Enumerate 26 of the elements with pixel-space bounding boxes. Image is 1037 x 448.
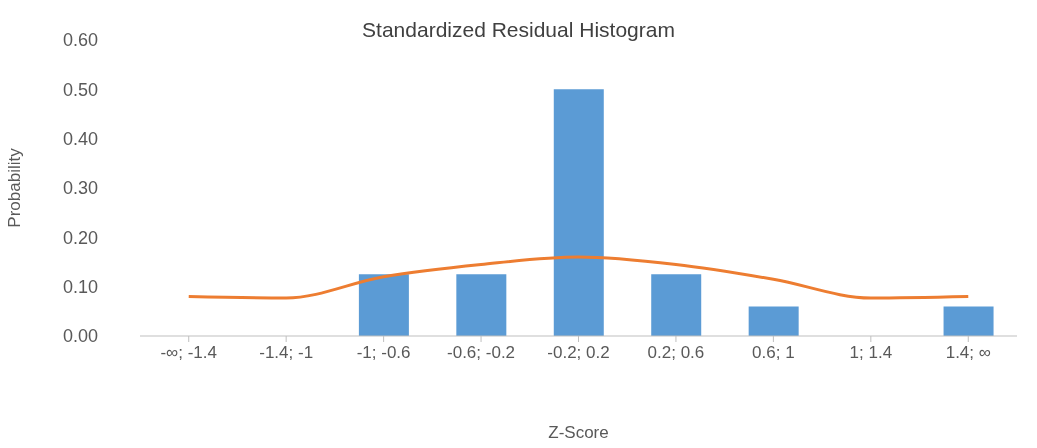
x-tick-label: -∞; -1.4 bbox=[160, 343, 217, 362]
bar bbox=[651, 274, 702, 336]
bar bbox=[943, 306, 994, 336]
x-tick-label: -0.6; -0.2 bbox=[447, 343, 516, 362]
bar bbox=[553, 89, 604, 336]
y-tick-label: 0.50 bbox=[62, 79, 98, 100]
y-tick-label: 0.20 bbox=[62, 227, 98, 248]
y-tick-label: 0.40 bbox=[62, 129, 98, 150]
x-tick-label: 0.6; 1 bbox=[752, 343, 795, 362]
x-tick-label: 1; 1.4 bbox=[849, 343, 893, 362]
y-tick-label: 0.30 bbox=[62, 178, 98, 199]
x-tick-label: 1.4; ∞ bbox=[945, 343, 991, 362]
x-tick-label: -1; -0.6 bbox=[356, 343, 411, 362]
bar bbox=[748, 306, 799, 336]
x-tick-label: -0.2; 0.2 bbox=[547, 343, 610, 362]
bar bbox=[456, 274, 507, 336]
x-tick-label: 0.2; 0.6 bbox=[647, 343, 705, 362]
chart-title: Standardized Residual Histogram bbox=[362, 18, 675, 41]
y-tick-label: 0.00 bbox=[62, 326, 98, 347]
x-tick-label: -1.4; -1 bbox=[259, 343, 314, 362]
line-series bbox=[187, 255, 970, 300]
y-tick-label: 0.60 bbox=[62, 30, 98, 51]
x-axis-title: Z-Score bbox=[548, 423, 609, 442]
y-axis-title: Probability bbox=[5, 147, 25, 228]
bar bbox=[358, 274, 409, 336]
y-tick-label: 0.10 bbox=[62, 277, 98, 298]
